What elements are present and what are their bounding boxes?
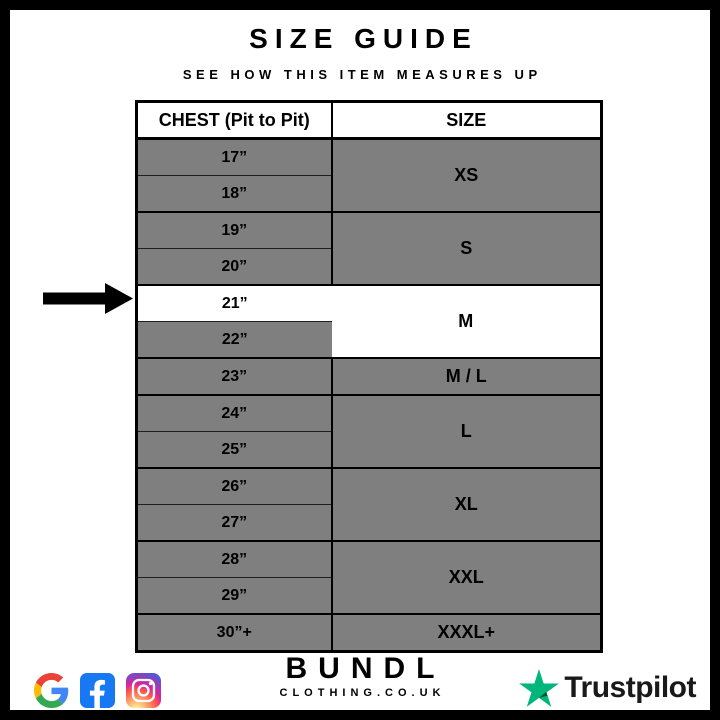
- instagram-icon[interactable]: [126, 673, 161, 708]
- size-cell-s: S: [331, 212, 602, 286]
- brand-domain: CLOTHING.CO.UK: [279, 687, 446, 699]
- table-row: 17” XS: [136, 138, 602, 213]
- chest-column-header: CHEST (Pit to Pit): [136, 101, 333, 140]
- table-row: 20”: [136, 248, 602, 286]
- table-row: 28” XXL: [136, 541, 602, 615]
- chest-cell-22: 22”: [136, 321, 332, 359]
- chest-cell-20: 20”: [136, 248, 333, 286]
- size-column-header: SIZE: [331, 101, 602, 140]
- size-cell-l: L: [331, 395, 602, 469]
- size-cell-xxxlplus: XXXL+: [331, 614, 602, 653]
- chest-cell-19: 19”: [136, 212, 333, 249]
- chest-cell-21-highlighted: 21”: [136, 285, 332, 322]
- facebook-icon[interactable]: [80, 673, 115, 708]
- table-row: 19” S: [136, 212, 602, 286]
- table-row: 22”: [136, 321, 602, 359]
- chest-cell-23: 23”: [136, 358, 333, 396]
- trustpilot-wordmark: Trustpilot: [564, 671, 696, 704]
- size-chart-table: CHEST (Pit to Pit) SIZE 17” XS 18” 19” S…: [135, 100, 603, 653]
- chest-cell-30plus: 30”+: [136, 614, 333, 652]
- table-row: 30”+ XXXL+: [136, 614, 602, 653]
- page-subtitle: SEE HOW THIS ITEM MEASURES UP: [182, 67, 542, 82]
- page-title: SIZE GUIDE: [249, 23, 478, 54]
- table-row: 23” M / L: [136, 358, 602, 396]
- table-row-highlighted: 21” M: [136, 285, 602, 359]
- table-row: 18”: [136, 175, 602, 213]
- table-row: 24” L: [136, 395, 602, 469]
- chest-cell-24: 24”: [136, 395, 333, 432]
- size-cell-xxl: XXL: [331, 541, 602, 615]
- google-icon[interactable]: [34, 673, 69, 708]
- brand-name: BUNDL: [285, 652, 446, 685]
- size-cell-xs: XS: [331, 138, 602, 213]
- size-cell-xl: XL: [331, 468, 602, 542]
- chest-cell-26: 26”: [136, 468, 333, 505]
- chest-cell-18: 18”: [136, 175, 333, 213]
- chest-cell-28: 28”: [136, 541, 333, 578]
- trustpilot-logo[interactable]: Trustpilot: [519, 669, 696, 707]
- size-cell-m-l: M / L: [331, 358, 602, 396]
- table-row: 25”: [136, 431, 602, 469]
- chest-cell-27: 27”: [136, 504, 333, 542]
- social-icons: [34, 673, 161, 708]
- chest-cell-25: 25”: [136, 431, 333, 469]
- selected-row-arrow-icon: [43, 283, 133, 314]
- brand-logo: BUNDL CLOTHING.CO.UK: [10, 654, 710, 699]
- chest-cell-29: 29”: [136, 577, 333, 615]
- table-row: 27”: [136, 504, 602, 542]
- chest-cell-17: 17”: [136, 138, 333, 176]
- table-row: 29”: [136, 577, 602, 615]
- header-row: CHEST (Pit to Pit) SIZE: [136, 101, 602, 140]
- trustpilot-star-icon: [519, 669, 560, 707]
- size-cell-m-highlighted: M: [331, 285, 602, 359]
- table-row: 26” XL: [136, 468, 602, 542]
